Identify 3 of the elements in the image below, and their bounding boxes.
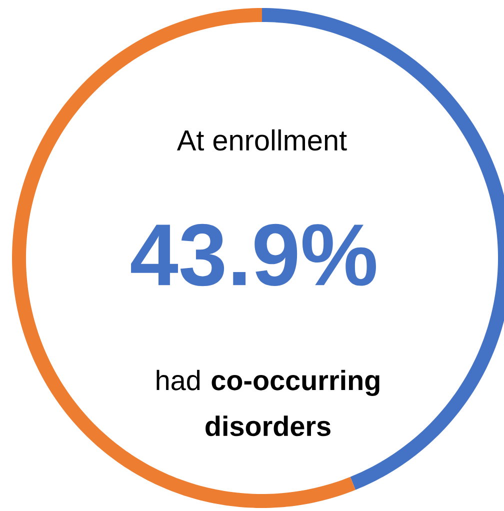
text: 43.9% <box>131 224 376 286</box>
text: At enrollment <box>176 129 347 151</box>
text: had co-occurring disorders <box>156 370 380 436</box>
